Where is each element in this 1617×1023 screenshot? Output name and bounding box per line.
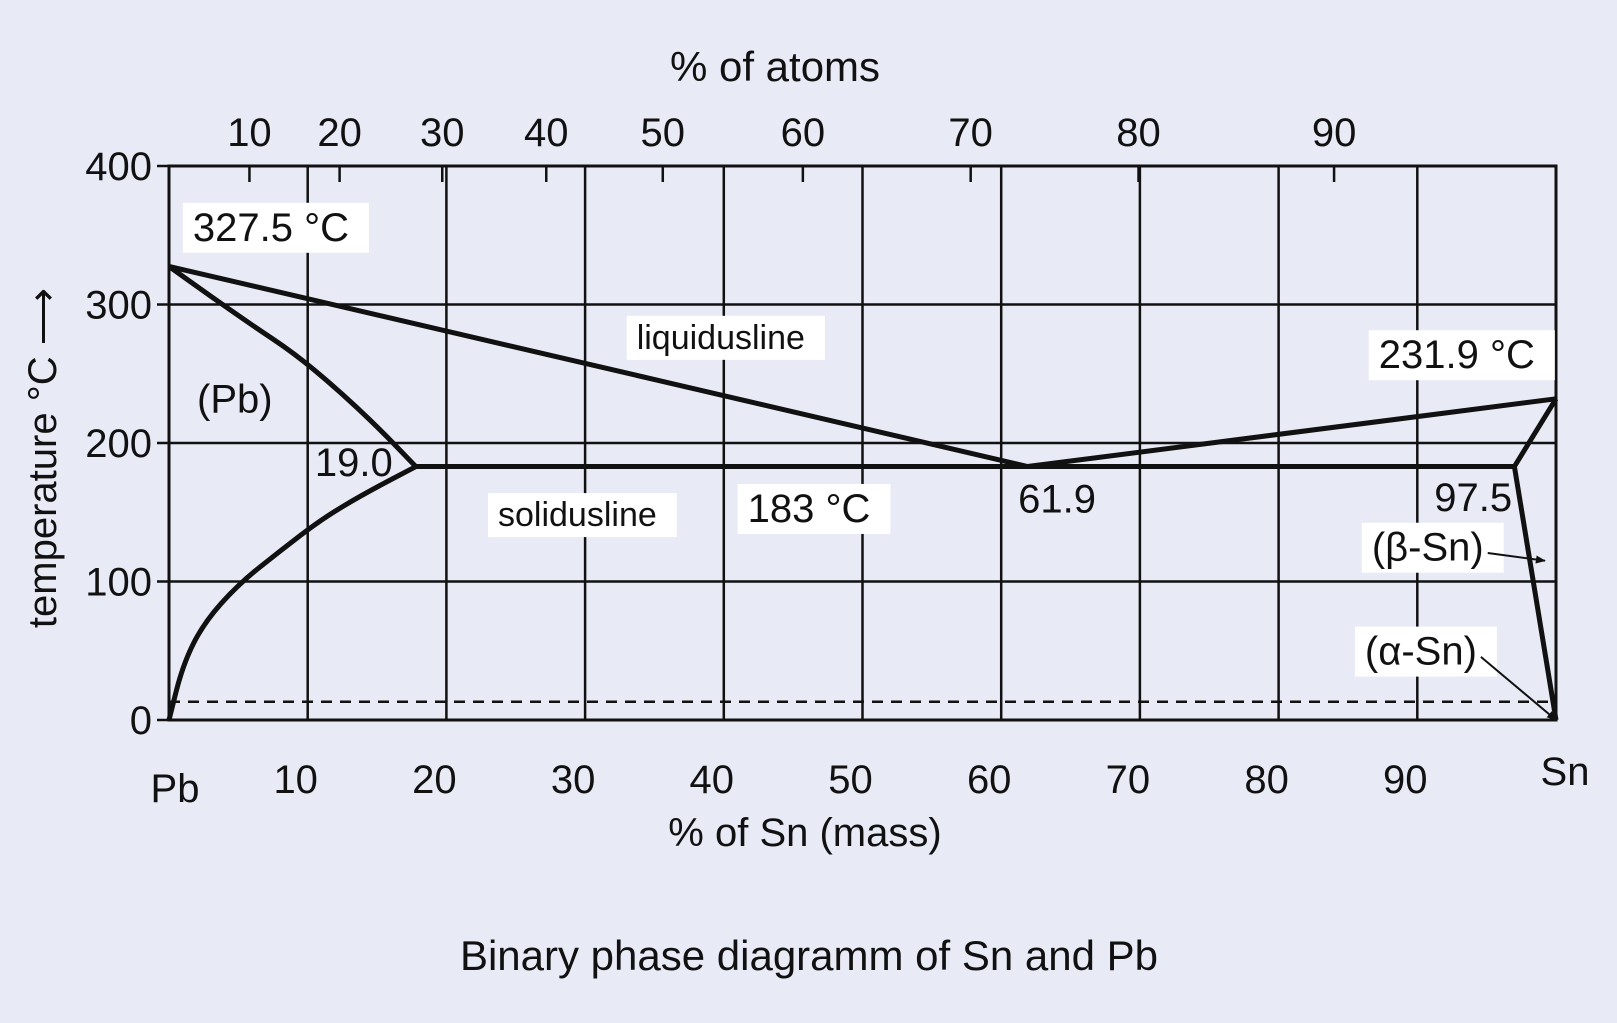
annotation: 19.0 bbox=[315, 441, 393, 485]
annotation: (β-Sn) bbox=[1361, 522, 1546, 573]
annotation-box bbox=[1368, 330, 1555, 381]
annotation-label: 61.9 bbox=[1018, 477, 1096, 521]
annotation: solidusline bbox=[488, 493, 677, 538]
x-tick-label: 40 bbox=[690, 758, 735, 802]
annotation-label: (Pb) bbox=[197, 378, 273, 422]
solvus-pb-curve bbox=[166, 464, 418, 721]
y-axis-label: temperature °C ⟶ bbox=[21, 288, 65, 628]
annotation-label: liquidusline bbox=[637, 319, 805, 357]
annotation: (Pb) bbox=[197, 378, 273, 422]
x-left-end-label: Pb bbox=[151, 767, 200, 811]
x-tick-label: 90 bbox=[1383, 758, 1428, 802]
y-tick-label: 400 bbox=[85, 145, 152, 189]
annotation-label: solidusline bbox=[498, 496, 657, 534]
annotation: 97.5 bbox=[1434, 476, 1512, 520]
top-tick-label: 70 bbox=[948, 111, 993, 155]
liquidus-left-curve bbox=[168, 263, 1029, 469]
top-tick-label: 30 bbox=[420, 111, 465, 155]
x-tick-label: 10 bbox=[273, 758, 318, 802]
top-tick-label: 90 bbox=[1312, 111, 1357, 155]
x-tick-label: 20 bbox=[412, 758, 457, 802]
annotation-label: (β-Sn) bbox=[1372, 526, 1484, 570]
annotation-box bbox=[182, 202, 369, 253]
annotation-label: 97.5 bbox=[1434, 476, 1512, 520]
annotation: 183 °C bbox=[737, 483, 891, 534]
solidus-sn-curve bbox=[1512, 397, 1559, 468]
top-tick-label: 80 bbox=[1116, 111, 1161, 155]
top-tick-label: 10 bbox=[227, 111, 272, 155]
top-axis-label: % of atoms bbox=[670, 43, 880, 90]
liquidus-right-curve bbox=[1027, 396, 1557, 469]
x-tick-label: 80 bbox=[1244, 758, 1289, 802]
annotation: (α-Sn) bbox=[1354, 626, 1557, 721]
top-tick-label: 20 bbox=[317, 111, 362, 155]
annotation: 231.9 °C bbox=[1368, 330, 1555, 381]
top-tick-label: 50 bbox=[641, 111, 686, 155]
x-right-end-label: Sn bbox=[1541, 750, 1590, 794]
annotation: 61.9 bbox=[1018, 477, 1096, 521]
solidus-pb-curve bbox=[167, 264, 418, 469]
annotation-arrow bbox=[1487, 552, 1546, 564]
top-tick-label: 60 bbox=[781, 111, 826, 155]
annotation-label: 19.0 bbox=[315, 441, 393, 485]
annotation-label: 183 °C bbox=[748, 487, 871, 531]
annotation-arrow bbox=[1480, 656, 1557, 721]
chart-title: Binary phase diagramm of Sn and Pb bbox=[460, 932, 1158, 979]
x-tick-label: 60 bbox=[967, 758, 1012, 802]
annotation: 327.5 °C bbox=[182, 202, 369, 253]
x-tick-label: 70 bbox=[1106, 758, 1151, 802]
annotation-label: (α-Sn) bbox=[1365, 630, 1477, 674]
annotation-box bbox=[626, 315, 825, 360]
annotation: liquidusline bbox=[626, 315, 825, 360]
annotation-box bbox=[488, 493, 677, 538]
x-tick-label: 30 bbox=[551, 758, 596, 802]
annotation-label: 327.5 °C bbox=[193, 206, 349, 250]
annotation-box bbox=[737, 483, 891, 534]
phase-curves bbox=[166, 263, 1559, 721]
axis-ticks: 10 20 30 40 50 60 70 80 90 0 100 200 300 400 10 20 30 40 5… bbox=[85, 111, 1427, 802]
annotation-label: 231.9 °C bbox=[1379, 333, 1535, 377]
x-axis-label: % of Sn (mass) bbox=[668, 811, 941, 855]
solvus-sn-curve bbox=[1511, 466, 1559, 721]
y-tick-label: 0 bbox=[130, 699, 152, 743]
annotation-box bbox=[1361, 522, 1504, 573]
y-tick-label: 100 bbox=[85, 561, 152, 605]
annotation-box bbox=[1354, 626, 1497, 677]
y-tick-label: 300 bbox=[85, 284, 152, 328]
x-tick-label: 50 bbox=[828, 758, 873, 802]
annotations: 327.5 °C liquidusline 231.9 °C (Pb) 19.0 soli… bbox=[182, 202, 1557, 721]
top-tick-label: 40 bbox=[524, 111, 569, 155]
y-tick-label: 200 bbox=[85, 422, 152, 466]
